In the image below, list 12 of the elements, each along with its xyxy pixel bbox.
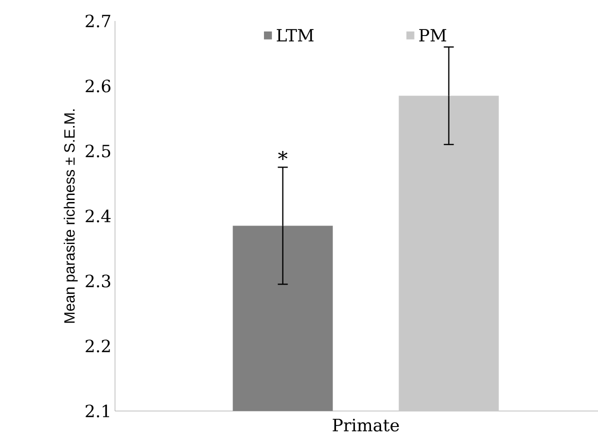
x-tick-label: Primate bbox=[332, 418, 399, 432]
y-axis-title: Mean parasite richness ± S.E.M. bbox=[64, 109, 78, 323]
annotation: * bbox=[278, 150, 288, 160]
y-tick-label: 2.2 bbox=[86, 340, 110, 352]
y-tick-label: 2.1 bbox=[86, 404, 110, 418]
y-tick-label: 2.5 bbox=[86, 144, 110, 158]
y-tick-label: 2.7 bbox=[86, 14, 110, 28]
y-tick-label: 2.4 bbox=[86, 210, 111, 222]
y-tick-label: 2.3 bbox=[86, 274, 110, 288]
y-tick-label: 2.6 bbox=[86, 80, 110, 92]
legend-label: PM bbox=[419, 29, 446, 42]
legend-label: LTM bbox=[276, 29, 314, 42]
